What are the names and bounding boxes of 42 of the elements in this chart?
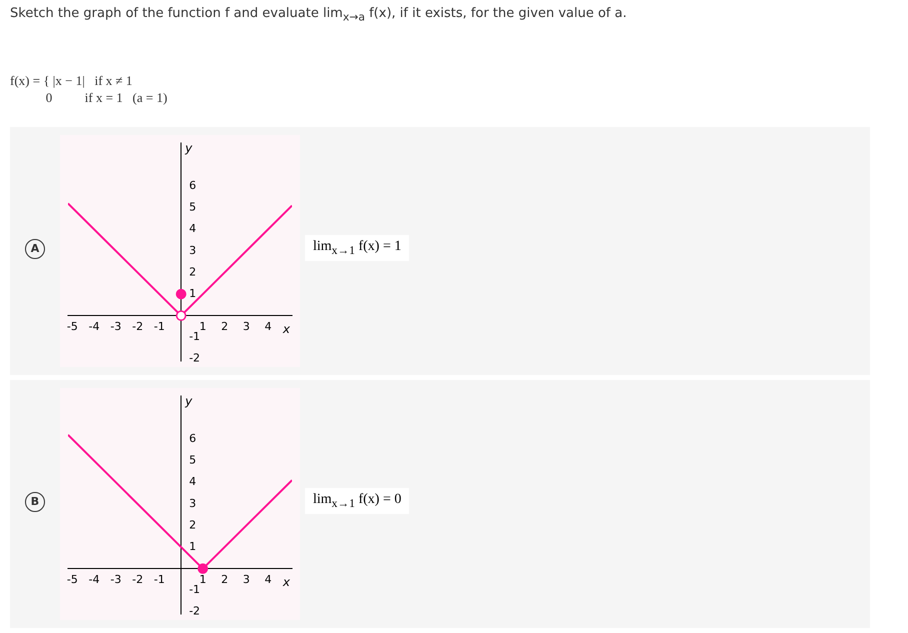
y-tick-label: 6: [189, 432, 196, 446]
x-tick-label: -4: [88, 320, 100, 334]
x-axis-title: x: [282, 322, 291, 336]
x-tick-label: -2: [132, 320, 144, 334]
y-tick-label: 5: [189, 200, 196, 214]
x-tick-label: -2: [132, 573, 144, 586]
x-tick-label: -5: [66, 573, 78, 586]
y-tick-label: 4: [189, 222, 196, 236]
text: lim$_{x→1}$ f(x) = 0: [305, 488, 410, 514]
y-tick-label: -1: [189, 583, 200, 596]
x-tick-label: -1: [154, 573, 165, 586]
y-axis-title: y: [184, 141, 194, 156]
y-tick-label: 3: [189, 496, 196, 510]
x-tick-label: 3: [242, 573, 250, 586]
x-tick-label: -1: [154, 320, 165, 334]
x-tick-label: -3: [110, 573, 122, 586]
y-tick-label: 2: [189, 265, 196, 278]
chart-subtitle: f(x) = { |x − 1| if x ≠ 1 0 if x = 1 (a = 1): [10, 72, 168, 106]
y-tick-label: -2: [189, 352, 200, 365]
y-tick-label: 3: [189, 244, 196, 257]
y-tick-label: 2: [189, 518, 196, 532]
y-tick-label: 4: [189, 475, 196, 488]
y-tick-label: 6: [189, 179, 196, 192]
x-tick-label: 3: [242, 320, 250, 334]
x-tick-label: -3: [110, 320, 122, 334]
y-tick-label: 5: [189, 454, 196, 467]
x-tick-label: -5: [66, 320, 78, 334]
x-axis-title: x: [282, 574, 291, 589]
chart-title: Sketch the graph of the function f and evaluate lim$_{x→a}$ f(x), if it exists, for the given value of a.: [10, 6, 627, 24]
y-tick-label: -2: [189, 604, 200, 618]
x-tick-label: 2: [221, 320, 228, 334]
y-axis-title: y: [184, 394, 194, 408]
text: A: [25, 239, 45, 259]
x-tick-label: 4: [264, 573, 272, 586]
y-tick-label: 1: [189, 540, 196, 553]
y-tick-label: -1: [189, 330, 200, 344]
y-tick-label: 1: [189, 286, 196, 300]
text: lim$_{x→1}$ f(x) = 1: [305, 235, 410, 261]
x-tick-label: -4: [88, 573, 100, 586]
x-tick-label: 2: [221, 573, 228, 586]
text: B: [25, 492, 45, 512]
x-tick-label: 4: [264, 320, 272, 334]
